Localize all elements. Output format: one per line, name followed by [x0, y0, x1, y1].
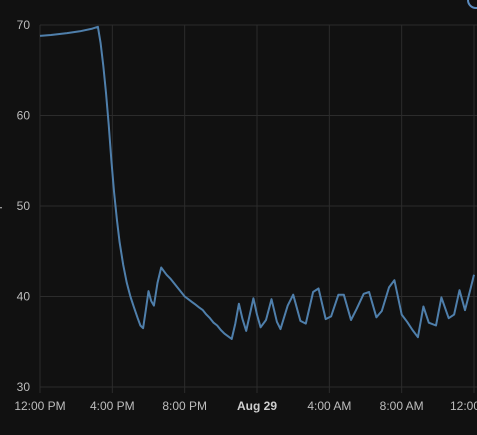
- x-tick-label: 8:00 PM: [162, 399, 207, 413]
- y-tick-label: 50: [17, 199, 31, 213]
- y-tick-label: 60: [17, 109, 31, 123]
- x-tick-label: 4:00 PM: [90, 399, 135, 413]
- y-tick-label: 40: [17, 290, 31, 304]
- y-axis-unit-label: °F: [0, 202, 5, 213]
- x-tick-label: 12:00 PM: [450, 399, 477, 413]
- chart-end-marker[interactable]: [467, 0, 477, 9]
- series: [39, 25, 475, 340]
- x-tick-label: 4:00 AM: [307, 399, 351, 413]
- x-tick-label: 8:00 AM: [380, 399, 424, 413]
- axes: 30 40 50 60 70 12:00 PM 4:00 PM 8:00 PM Aug 29 4:…: [14, 18, 477, 413]
- grid: [39, 24, 477, 393]
- temperature-series-line[interactable]: [39, 25, 475, 340]
- y-tick-label: 30: [17, 380, 31, 394]
- x-tick-label: 12:00 PM: [14, 399, 65, 413]
- y-tick-label: 70: [17, 18, 31, 32]
- x-tick-label: Aug 29: [237, 399, 277, 413]
